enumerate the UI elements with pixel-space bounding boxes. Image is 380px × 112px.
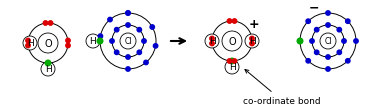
Circle shape [48, 22, 53, 26]
Circle shape [306, 59, 310, 63]
Circle shape [342, 39, 346, 44]
Circle shape [144, 61, 148, 65]
Circle shape [306, 20, 310, 24]
Circle shape [337, 28, 342, 33]
Text: H: H [229, 63, 235, 72]
Circle shape [26, 44, 30, 48]
Text: H: H [27, 39, 33, 48]
Text: H: H [249, 37, 255, 46]
Circle shape [337, 51, 342, 55]
Circle shape [45, 61, 51, 66]
Circle shape [98, 35, 103, 39]
Circle shape [126, 12, 130, 16]
Circle shape [232, 59, 237, 64]
Text: O: O [44, 39, 52, 49]
Circle shape [150, 26, 154, 30]
Circle shape [222, 32, 242, 52]
Circle shape [298, 39, 302, 44]
Circle shape [137, 51, 141, 55]
Circle shape [154, 44, 158, 49]
Circle shape [26, 39, 30, 43]
Text: co-ordinate bond: co-ordinate bond [243, 70, 321, 105]
Circle shape [250, 42, 254, 46]
Circle shape [114, 51, 119, 55]
Circle shape [232, 20, 237, 24]
Circle shape [250, 37, 254, 41]
Circle shape [315, 28, 319, 33]
Text: H: H [44, 65, 51, 74]
Circle shape [326, 55, 330, 60]
Circle shape [227, 59, 232, 64]
Circle shape [23, 37, 37, 51]
Circle shape [297, 39, 303, 44]
Circle shape [86, 35, 100, 49]
Circle shape [126, 55, 130, 60]
Circle shape [345, 20, 350, 24]
Circle shape [126, 12, 130, 16]
Circle shape [110, 39, 114, 44]
Text: O: O [228, 37, 236, 47]
Circle shape [326, 24, 330, 28]
Circle shape [345, 59, 350, 63]
Circle shape [137, 28, 141, 33]
Text: H: H [209, 37, 215, 46]
Circle shape [114, 28, 119, 33]
Text: −: − [309, 1, 319, 14]
Circle shape [120, 34, 136, 50]
Text: +: + [249, 17, 259, 30]
Circle shape [210, 42, 214, 46]
Circle shape [227, 20, 232, 24]
Circle shape [126, 67, 130, 72]
Circle shape [108, 18, 112, 23]
Text: H: H [90, 37, 97, 46]
Circle shape [43, 22, 48, 26]
Circle shape [38, 34, 58, 54]
Circle shape [210, 37, 214, 41]
Circle shape [354, 39, 358, 44]
Circle shape [310, 39, 314, 44]
Circle shape [326, 12, 330, 16]
Circle shape [205, 35, 219, 49]
Circle shape [142, 39, 146, 44]
Circle shape [326, 67, 330, 72]
Circle shape [41, 62, 55, 76]
Text: Cl: Cl [324, 37, 332, 46]
Circle shape [97, 39, 103, 44]
Circle shape [66, 44, 70, 48]
Circle shape [245, 35, 259, 49]
Circle shape [320, 34, 336, 50]
Text: Cl: Cl [124, 37, 132, 46]
Circle shape [225, 60, 239, 74]
Circle shape [66, 39, 70, 43]
Circle shape [126, 24, 130, 28]
Circle shape [229, 59, 235, 64]
Circle shape [315, 51, 319, 55]
